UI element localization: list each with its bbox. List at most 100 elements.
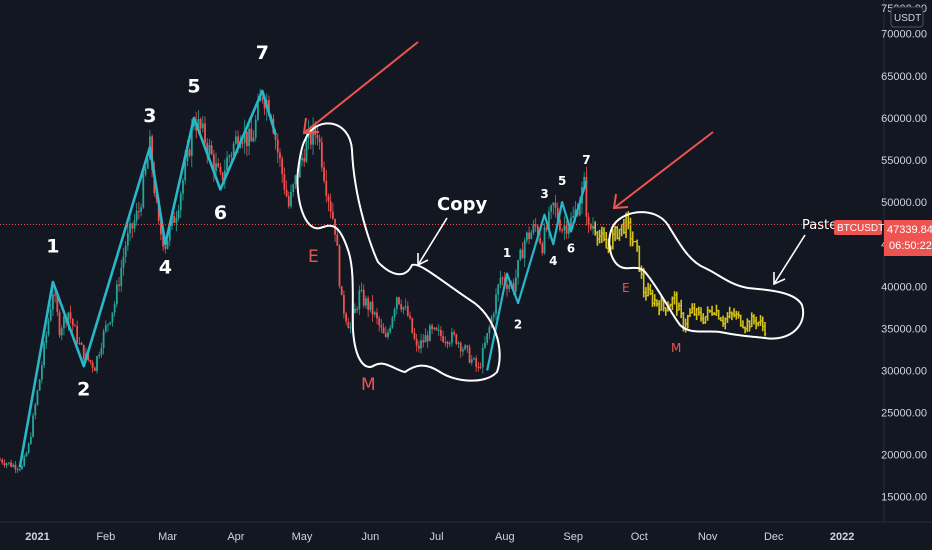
candle-body — [23, 456, 26, 466]
candle-body — [252, 137, 255, 142]
candle-body — [495, 294, 497, 314]
candle-body — [18, 469, 21, 471]
candle-body — [347, 321, 350, 329]
wave-label-left: 2 — [77, 379, 90, 401]
candle-body — [171, 215, 173, 226]
candle-body — [74, 325, 76, 327]
candle-body — [570, 217, 572, 228]
candle-body — [541, 243, 544, 254]
currency-badge[interactable] — [890, 6, 924, 28]
candle-body — [102, 331, 105, 348]
y-tick-label: 35000.00 — [881, 323, 927, 335]
candle-body — [512, 282, 515, 292]
candle-body — [437, 329, 440, 331]
candle-body — [426, 335, 429, 342]
copy-outline — [296, 122, 501, 382]
candle-body — [274, 133, 277, 140]
candle-body — [384, 333, 387, 337]
candle-body — [175, 218, 178, 223]
y-tick-label: 60000.00 — [881, 113, 927, 125]
candle-body — [554, 202, 557, 208]
candle-body — [530, 232, 533, 239]
candle-body — [135, 210, 138, 221]
symbol-label: BTCUSDT — [837, 223, 884, 234]
candle-body — [177, 210, 180, 219]
candle-body — [323, 167, 325, 181]
candle-body — [415, 339, 418, 346]
candle-body — [287, 196, 290, 207]
candle-body — [100, 347, 103, 355]
candle-body — [279, 152, 281, 159]
candle-body — [484, 342, 486, 348]
x-tick-label: Jun — [361, 531, 379, 543]
candle-body — [548, 211, 550, 230]
x-tick-label: Oct — [631, 531, 648, 543]
projection-layer — [593, 211, 767, 337]
candle-body — [398, 297, 400, 305]
paste-arrow — [773, 234, 806, 286]
candle-body — [113, 304, 116, 313]
candle-body — [422, 340, 425, 343]
candle-body — [93, 367, 96, 371]
e-label-right: E — [622, 281, 630, 295]
wave-label-left: 6 — [214, 202, 227, 224]
y-tick-label: 15000.00 — [881, 492, 927, 504]
candle-body — [246, 131, 248, 147]
candle-body — [237, 136, 239, 148]
x-tick-label: 2021 — [25, 531, 49, 543]
wave-label-left: 3 — [143, 105, 156, 127]
candle-body — [109, 322, 112, 325]
candle-body — [1, 459, 4, 463]
candle-body — [47, 320, 50, 335]
candle-body — [49, 309, 52, 321]
candle-body — [197, 119, 200, 131]
candle-body — [382, 327, 385, 334]
candle-body — [58, 311, 61, 336]
candle-body — [387, 332, 389, 337]
candle-body — [545, 227, 548, 230]
candle-body — [312, 125, 314, 145]
candle-body — [217, 163, 220, 167]
candle-body — [96, 356, 98, 371]
candle-body — [268, 100, 270, 116]
x-tick-label: 2022 — [830, 531, 854, 543]
candle-body — [457, 342, 460, 344]
candle-body — [572, 216, 575, 218]
candle-body — [442, 335, 445, 342]
candle-body — [281, 158, 284, 175]
candle-body — [331, 211, 334, 219]
candle-body — [411, 318, 414, 333]
y-tick-label: 40000.00 — [881, 281, 927, 293]
candle-body — [120, 267, 123, 287]
candle-body — [409, 315, 411, 319]
y-tick-label: 30000.00 — [881, 365, 927, 377]
candle-body — [453, 332, 456, 335]
candle-body — [552, 202, 555, 206]
wave-label-right: 5 — [558, 174, 566, 188]
e-label-left: E — [308, 247, 319, 267]
candle-body — [543, 227, 546, 254]
candle-body — [144, 168, 147, 175]
candle-body — [184, 161, 187, 181]
current-price-badge — [884, 220, 932, 256]
candle-body — [501, 277, 504, 279]
candle-body — [3, 462, 6, 466]
candle-body — [162, 234, 165, 247]
copy-label: Copy — [437, 194, 487, 215]
candle-body — [243, 131, 246, 144]
candle-body — [514, 277, 517, 292]
wave-labels: 1 2 3 4 5 6 7 1 2 3 4 5 6 7 — [46, 42, 590, 401]
candle-body — [118, 284, 120, 287]
candle-body — [435, 327, 438, 331]
candle-body — [133, 220, 136, 229]
candle-body — [486, 333, 489, 343]
candle-body — [164, 246, 167, 249]
candle-body — [21, 465, 23, 470]
y-tick-label: 55000.00 — [881, 155, 927, 167]
x-tick-label: Apr — [227, 531, 244, 543]
candle-body — [7, 462, 10, 464]
candle-body — [89, 360, 92, 363]
candle-body — [539, 238, 541, 244]
candle-body — [402, 307, 405, 310]
